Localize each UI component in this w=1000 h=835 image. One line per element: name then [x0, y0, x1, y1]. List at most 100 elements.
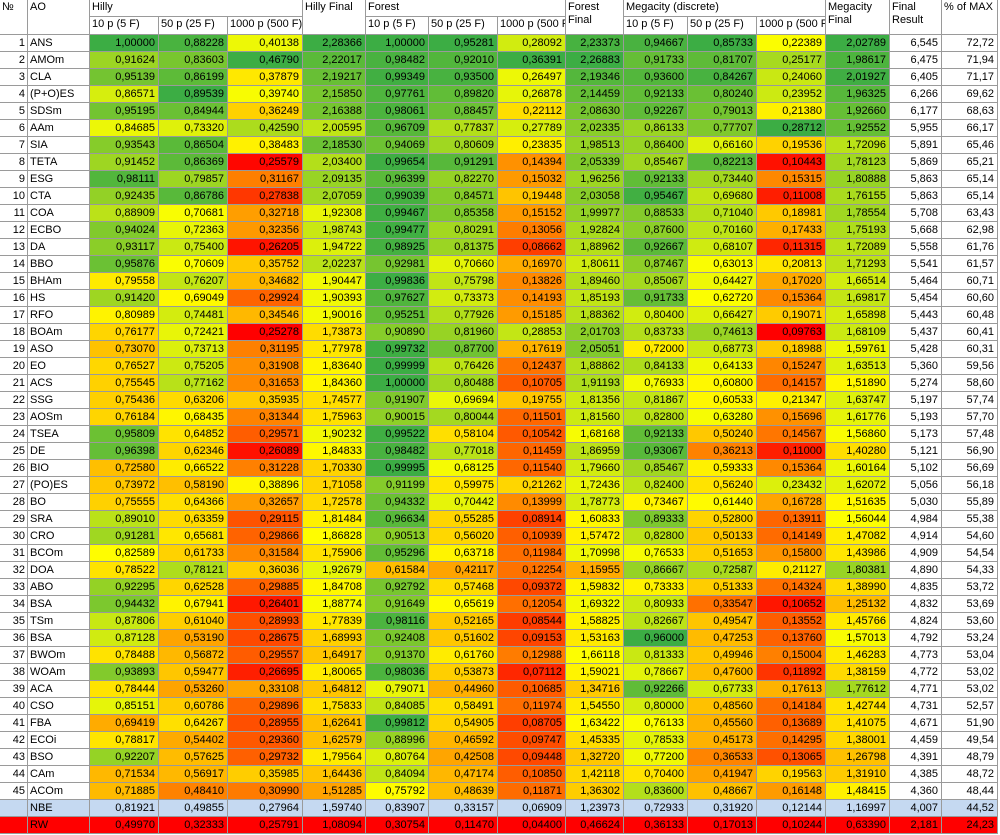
score-cell: 1,84360	[303, 375, 366, 392]
score-cell: 0,25791	[228, 817, 303, 834]
score-cell: 0,85733	[688, 35, 757, 52]
algorithm-name: BBO	[28, 256, 90, 273]
score-cell: 0,67733	[688, 681, 757, 698]
score-cell: 1,90393	[303, 290, 366, 307]
score-cell: 0,97761	[366, 86, 429, 103]
score-cell: 0,13911	[757, 511, 826, 528]
score-cell: 66,17	[942, 120, 998, 137]
score-cell: 0,95296	[366, 545, 429, 562]
score-cell: 0,76184	[90, 409, 159, 426]
algorithm-name: BWOm	[28, 647, 90, 664]
algorithm-name: BHAm	[28, 273, 90, 290]
score-cell: 0,14295	[757, 732, 826, 749]
score-cell: 0,62346	[159, 443, 228, 460]
score-cell: 2,02335	[566, 120, 624, 137]
score-cell: 0,56240	[688, 477, 757, 494]
score-cell: 0,19071	[757, 307, 826, 324]
score-cell: 2,03058	[566, 188, 624, 205]
score-cell: 1,79564	[303, 749, 366, 766]
score-cell: 0,68107	[688, 239, 757, 256]
algorithm-name: BOAm	[28, 324, 90, 341]
score-cell: 0,92133	[624, 426, 688, 443]
score-cell: 0,47253	[688, 630, 757, 647]
score-cell: 0,15364	[757, 290, 826, 307]
score-cell: 0,14184	[757, 698, 826, 715]
score-cell: 0,10443	[757, 154, 826, 171]
score-cell: 52,57	[942, 698, 998, 715]
score-cell: 1,72436	[566, 477, 624, 494]
score-cell: 4,391	[890, 749, 942, 766]
score-cell: 1,75833	[303, 698, 366, 715]
score-cell: 1,45335	[566, 732, 624, 749]
score-cell: 1,88962	[566, 239, 624, 256]
score-cell: 0,91281	[90, 528, 159, 545]
score-cell: 0,72421	[159, 324, 228, 341]
score-cell: 0,86133	[624, 120, 688, 137]
score-cell: 53,04	[942, 647, 998, 664]
score-cell: 0,61733	[159, 545, 228, 562]
score-cell: 0,10542	[498, 426, 566, 443]
score-cell: 0,04400	[498, 817, 566, 834]
score-cell: 1,59021	[566, 664, 624, 681]
score-cell: 0,09372	[498, 579, 566, 596]
header-sub50: 50 p (25 F)	[688, 17, 757, 35]
score-cell: 0,31344	[228, 409, 303, 426]
row-index: 1	[0, 35, 28, 52]
score-cell: 0,92295	[90, 579, 159, 596]
score-cell: 60,48	[942, 307, 998, 324]
score-cell: 1,72578	[303, 494, 366, 511]
score-cell: 1,86828	[303, 528, 366, 545]
score-cell: 1,72089	[826, 239, 890, 256]
score-cell: 0,12254	[498, 562, 566, 579]
score-cell: 2,19346	[566, 69, 624, 86]
score-cell: 1,00000	[90, 35, 159, 52]
score-cell: 0,14394	[498, 154, 566, 171]
score-cell: 5,056	[890, 477, 942, 494]
score-cell: 0,89010	[90, 511, 159, 528]
score-cell: 0,92408	[366, 630, 429, 647]
score-cell: 4,914	[890, 528, 942, 545]
score-cell: 0,91624	[90, 52, 159, 69]
score-cell: 0,21262	[498, 477, 566, 494]
algorithm-name: AAm	[28, 120, 90, 137]
score-cell: 0,28993	[228, 613, 303, 630]
score-cell: 63,43	[942, 205, 998, 222]
score-cell: 0,80240	[688, 86, 757, 103]
score-cell: 0,89333	[624, 511, 688, 528]
score-cell: 1,58825	[566, 613, 624, 630]
score-cell: 0,74613	[688, 324, 757, 341]
score-cell: 0,31195	[228, 341, 303, 358]
score-cell: 0,86667	[624, 562, 688, 579]
score-cell: 0,31908	[228, 358, 303, 375]
algorithm-name: BCOm	[28, 545, 90, 562]
score-cell: 1,86959	[566, 443, 624, 460]
row-index: 37	[0, 647, 28, 664]
score-cell: 2,16388	[303, 103, 366, 120]
score-cell: 0,08914	[498, 511, 566, 528]
score-cell: 0,85358	[429, 205, 498, 222]
header-forest-final: Forest Final	[566, 0, 624, 35]
score-cell: 0,49946	[688, 647, 757, 664]
row-index: 6	[0, 120, 28, 137]
score-cell: 1,62579	[303, 732, 366, 749]
score-cell: 55,89	[942, 494, 998, 511]
score-cell: 1,46283	[826, 647, 890, 664]
score-cell: 0,73373	[429, 290, 498, 307]
score-cell: 65,46	[942, 137, 998, 154]
score-cell: 61,57	[942, 256, 998, 273]
score-cell: 5,454	[890, 290, 942, 307]
score-cell: 0,48639	[429, 783, 498, 800]
algorithm-name: CRO	[28, 528, 90, 545]
row-index: 21	[0, 375, 28, 392]
score-cell: 0,35935	[228, 392, 303, 409]
score-cell: 0,83733	[624, 324, 688, 341]
algorithm-name: TSEA	[28, 426, 90, 443]
score-cell: 0,91291	[429, 154, 498, 171]
row-index: 18	[0, 324, 28, 341]
score-cell: 1,47082	[826, 528, 890, 545]
score-cell: 0,57625	[159, 749, 228, 766]
score-cell: 4,007	[890, 800, 942, 817]
score-cell: 0,92010	[429, 52, 498, 69]
score-cell: 0,82800	[624, 409, 688, 426]
header-forest: Forest	[366, 0, 566, 17]
